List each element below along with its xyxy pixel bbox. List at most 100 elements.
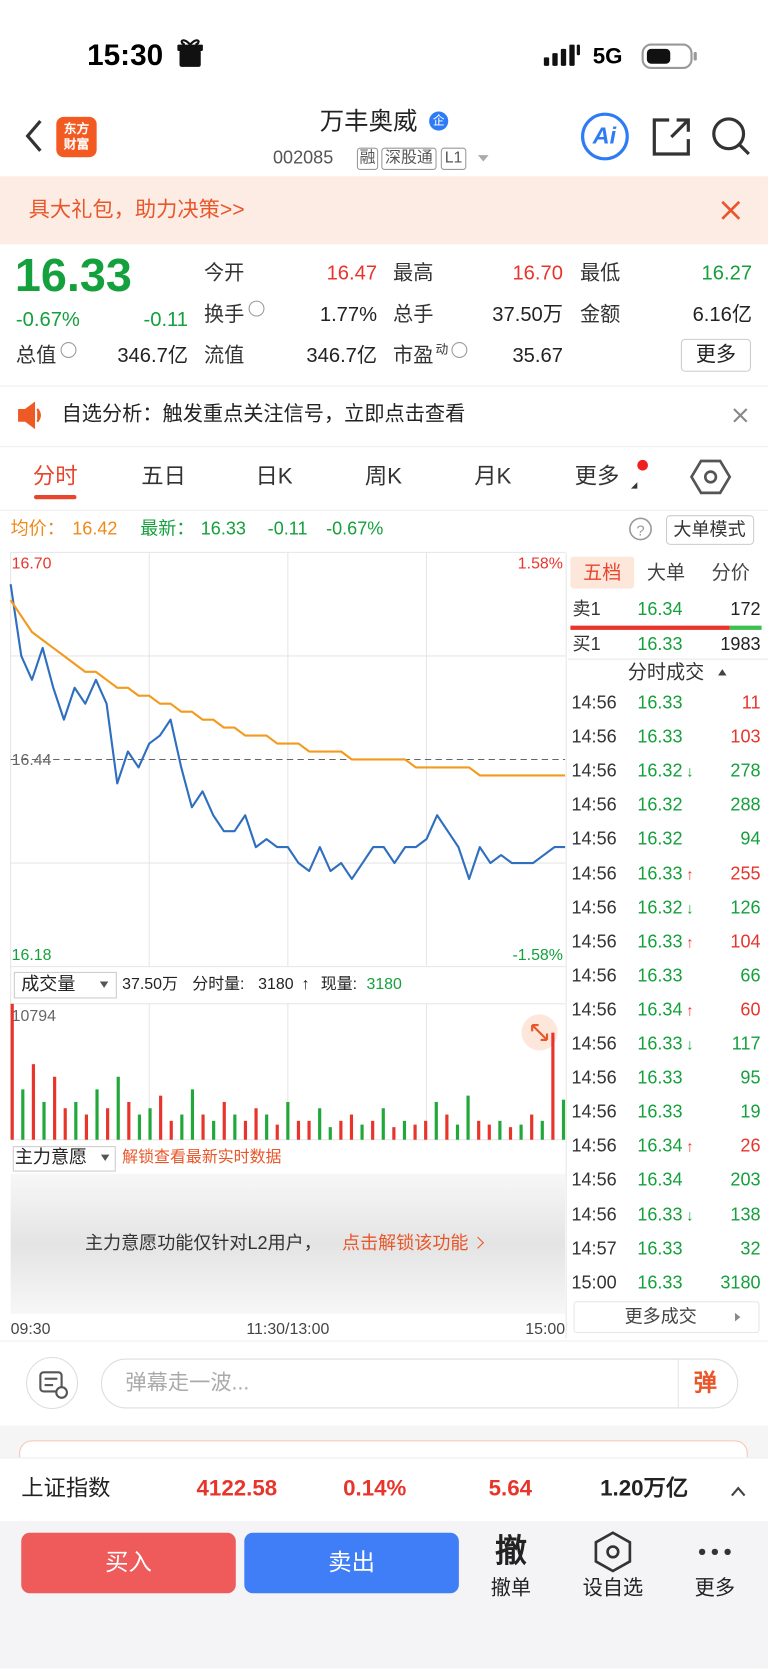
trade-volume: 94 (740, 828, 761, 850)
tab[interactable]: 五日 (141, 464, 186, 489)
sell-label[interactable]: 卖出 (328, 1548, 375, 1576)
trade-price: 16.34 (637, 1169, 683, 1191)
depth-bar-sell (570, 625, 730, 630)
more-dots (698, 1548, 731, 1556)
info-icon[interactable] (248, 300, 265, 317)
main-force-label[interactable]: 主力意愿 (14, 1147, 88, 1168)
path (531, 1023, 549, 1041)
volume-bar (371, 1120, 375, 1140)
trade-price: 16.32 (637, 897, 683, 918)
main-force-selector[interactable] (12, 1146, 116, 1172)
circle (606, 1545, 620, 1559)
share-button[interactable] (652, 118, 690, 156)
more-trades-button[interactable] (573, 1301, 760, 1334)
trade-price: 16.33 (637, 965, 683, 986)
last-label: 最新： (140, 518, 195, 539)
more-actions-label[interactable]: 更多 (694, 1577, 736, 1600)
field-label: 市盈 (393, 345, 434, 368)
volume-selector-label[interactable]: 成交量 (21, 974, 76, 995)
trade-volume: 278 (730, 760, 761, 781)
tick-arrow: ↑ (301, 975, 310, 994)
rect (543, 57, 550, 66)
field-value: 16.27 (701, 262, 753, 285)
expand-button[interactable] (521, 1014, 558, 1051)
sell-button[interactable] (244, 1532, 459, 1594)
trade-price: 16.33 (637, 1033, 683, 1054)
rect (646, 48, 671, 64)
trade-price: 16.33 (637, 1067, 683, 1088)
cancel-label[interactable]: 撤单 (490, 1577, 532, 1600)
watch-label[interactable]: 设自选 (582, 1577, 644, 1600)
field-value: 346.7亿 (306, 345, 378, 368)
mode-button[interactable] (665, 515, 755, 545)
volume-bar (392, 1127, 396, 1140)
volume-selector[interactable] (13, 971, 117, 999)
banner[interactable] (0, 176, 768, 245)
y-tick-label: 16.18 (12, 947, 52, 964)
divider (568, 658, 768, 660)
ai-label[interactable]: Ai (592, 122, 617, 149)
buy-price: 16.33 (637, 634, 683, 655)
tab[interactable]: 周K (364, 464, 403, 489)
circle (711, 1548, 719, 1556)
index-row[interactable] (0, 1457, 768, 1522)
trade-time: 14:56 (571, 999, 617, 1020)
more-trades[interactable]: 更多成交 (624, 1306, 697, 1327)
stock-code: 002085 (272, 147, 334, 168)
info-icon[interactable] (451, 342, 468, 358)
comment-input[interactable] (100, 1358, 739, 1409)
depth-tab[interactable]: 大单 (646, 561, 686, 584)
field-label: 金额 (579, 303, 621, 327)
volume-bar (169, 1120, 173, 1140)
help-icon[interactable]: ? (629, 517, 652, 541)
x-tick-label: 11:30/13:00 (246, 1321, 329, 1338)
comment-list-button[interactable] (26, 1356, 79, 1410)
field-label: 流值 (203, 345, 245, 368)
code-dropdown[interactable] (477, 155, 489, 162)
volume-bar (349, 1114, 354, 1140)
volume-bar (21, 1089, 25, 1140)
danmaku-button[interactable]: 弹 (693, 1369, 718, 1396)
back-button[interactable] (25, 120, 42, 152)
volume-bar (74, 1101, 78, 1140)
buy-button[interactable] (21, 1532, 236, 1594)
trade-volume: 255 (730, 863, 761, 884)
more-button[interactable] (680, 338, 751, 372)
banner-close[interactable] (721, 200, 741, 220)
line (721, 200, 741, 220)
mode-label[interactable]: 大单模式 (673, 519, 746, 540)
tab[interactable]: 分时 (32, 464, 78, 489)
tab[interactable]: 更多 (574, 464, 620, 489)
notice-close[interactable] (733, 408, 748, 423)
trade-price: 16.33 (637, 863, 683, 884)
dropdown-arrow (99, 981, 109, 988)
trade-time: 14:56 (571, 1067, 617, 1088)
unlock-link[interactable]: 点击解锁该功能 (342, 1233, 469, 1254)
index-expand[interactable] (731, 1486, 746, 1497)
ai-button[interactable] (581, 112, 629, 161)
rect (177, 44, 203, 51)
badge: 企 (432, 114, 445, 128)
trade-volume: 26 (740, 1135, 761, 1156)
search-button[interactable] (712, 117, 750, 156)
trade-time: 14:56 (571, 1101, 617, 1122)
field-label: 最高 (393, 262, 434, 285)
cancel-icon[interactable]: 撤 (494, 1533, 527, 1569)
tab[interactable]: 月K (474, 464, 512, 489)
last-value: 16.33 (200, 518, 246, 539)
depth-tab[interactable]: 五档 (583, 561, 622, 584)
buy-label[interactable]: 买入 (105, 1548, 152, 1576)
depth-bar-buy (729, 625, 762, 630)
tag: L1 (444, 148, 463, 167)
depth-tab[interactable]: 分价 (711, 561, 750, 584)
field-label: 最低 (579, 262, 621, 285)
info-icon[interactable] (60, 342, 77, 358)
settings-button[interactable] (689, 459, 732, 495)
unlock-hint[interactable]: 解锁查看最新实时数据 (122, 1148, 282, 1167)
tick-volume: 3180 (258, 975, 294, 994)
more-label[interactable]: 更多 (695, 344, 737, 367)
index-name: 上证指数 (21, 1476, 111, 1501)
tab[interactable]: 日K (255, 464, 293, 489)
sell-volume: 172 (730, 599, 761, 620)
